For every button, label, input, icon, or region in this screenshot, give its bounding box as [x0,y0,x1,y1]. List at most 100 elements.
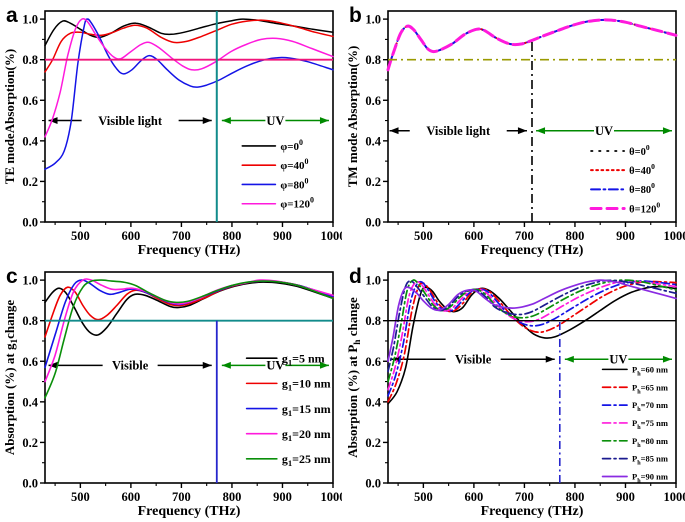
y-tick-label: 0.4 [365,134,381,148]
x-tick-label: 600 [122,229,141,243]
legend-item-Ph=80nm: Ph=80 nm [601,436,668,449]
legend-item-g1=10nm: g1=10 nm [245,377,331,393]
legend-label: φ=1200 [280,196,314,211]
curve-phi=80deg [44,18,334,171]
arrowhead [319,117,329,124]
panel-letter: d [349,265,362,288]
arrowhead [202,117,212,124]
arrowhead [389,127,399,135]
y-axis-title: TE modeAbsorption(%) [2,49,17,184]
arrowhead [221,361,231,369]
annotation-text-bg [409,122,507,139]
legend-label: φ=800 [280,176,308,191]
x-tick-label: 600 [465,229,484,243]
annotation-label: UV [266,114,284,128]
y-tick-label: 0.2 [365,175,381,189]
x-axis-title: Frequency (THz) [138,504,241,519]
plot-frame [44,10,334,223]
panel-letter: a [6,4,18,27]
legend-label: φ=00 [280,138,303,153]
legend-item-phi=120deg: φ=1200 [241,196,314,211]
legend-item-Ph=60nm: Ph=60 nm [601,364,668,377]
annotation-uv: UV [536,122,672,139]
legend-item-theta=80deg: θ=800 [590,181,655,196]
legend-item-g1=15nm: g1=15 nm [245,402,331,418]
panel-letter: b [349,4,362,27]
annotation-visible: Visible [391,350,555,368]
x-tick-label: 600 [465,490,484,504]
y-axis-title: Absorption (%) at g1change [2,300,20,455]
arrowhead [564,355,574,363]
legend-label: Ph=65 nm [632,382,668,395]
legend-label: Ph=80 nm [632,436,668,449]
x-tick-label: 700 [515,490,534,504]
x-axis-title: Frequency (THz) [481,243,584,258]
arrowhead [48,361,58,369]
legend-item-Ph=65nm: Ph=65 nm [601,382,668,395]
annotation-text-bg [81,112,179,129]
x-tick-label: 500 [414,490,433,504]
legend-label: Ph=90 nm [632,472,668,485]
legend-item-g1=25nm: g1=25 nm [245,452,331,468]
x-tick-label: 800 [223,229,242,243]
curve-Ph=75nm [387,280,677,391]
annotation-uv: UV [564,350,672,368]
x-tick-label: 500 [71,490,90,504]
legend-item-phi=80deg: φ=800 [241,176,309,191]
x-tick-label: 700 [172,490,191,504]
curve-g1=10nm [44,280,334,338]
curve-Ph=80nm [387,279,677,383]
legend-label: g1=10 nm [282,377,331,393]
annotation-text-bg [102,357,158,374]
annotation-label: Visible [112,359,149,373]
plot-frame [44,271,334,484]
y-tick-label: 0.8 [22,53,38,67]
legend-item-theta=120deg: θ=1200 [589,200,660,215]
curve-phi=120deg [44,17,334,138]
y-axis-title: TM mode Absorption(%) [345,46,360,188]
curve-phi=40deg [44,19,334,73]
y-tick-label: 1.0 [22,274,38,288]
y-tick-label: 1.0 [365,13,381,27]
x-tick-label: 900 [273,229,292,243]
legend-item-theta=40deg: θ=400 [590,162,655,177]
legend-label: θ=800 [629,181,655,196]
legend-label: g1=25 nm [282,452,331,468]
annotation-text-bg [445,350,501,368]
y-tick-label: 0.0 [365,477,381,491]
y-tick-label: 0.4 [22,134,38,148]
legend-label: Ph=60 nm [632,364,668,377]
arrowhead [391,355,401,363]
y-tick-label: 0.6 [22,94,38,108]
arrowhead [221,117,231,124]
curve-g1=15nm [44,279,334,369]
y-tick-label: 0.4 [22,395,38,409]
legend-label: Ph=75 nm [632,418,668,431]
annotation-label: UV [266,359,284,373]
legend-item-Ph=70nm: Ph=70 nm [601,400,668,413]
legend-item-Ph=90nm: Ph=90 nm [601,472,668,485]
y-axis-title: Absorption (%) at Ph change [345,297,363,458]
annotation-text-bg [608,350,629,368]
arrowhead [662,355,672,363]
curve-Ph=70nm [387,280,677,397]
legend-label: g1=20 nm [282,427,331,443]
legend-label: θ=400 [629,162,655,177]
arrowhead [202,361,212,369]
x-tick-label: 500 [71,229,90,243]
plot-frame [387,271,677,484]
annotation-label: UV [609,353,627,367]
x-tick-label: 700 [515,229,534,243]
annotation-visible-light: Visible light [48,112,212,129]
arrowhead [319,361,329,369]
x-tick-label: 800 [566,490,585,504]
y-tick-label: 0.8 [365,314,381,328]
arrowhead [517,127,527,135]
annotation-uv: UV [221,112,329,129]
